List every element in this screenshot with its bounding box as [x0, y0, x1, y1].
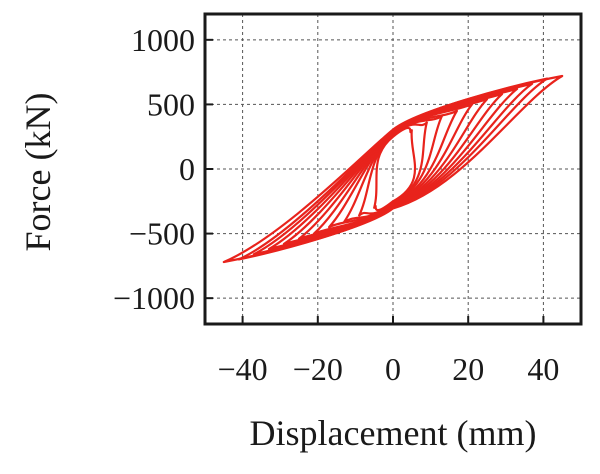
y-tick-label: 500 [147, 86, 195, 122]
grid-layer [205, 14, 581, 324]
hysteresis-loops [222, 74, 564, 264]
y-tick-label: 0 [179, 151, 195, 187]
y-tick-label: −500 [129, 216, 195, 252]
y-axis-label: Force (kN) [18, 93, 58, 252]
x-tick-label: 40 [527, 351, 559, 387]
x-tick-label: 20 [452, 351, 484, 387]
y-tick-label: 1000 [131, 22, 195, 58]
hysteresis-loop [222, 74, 564, 264]
x-axis-label: Displacement (mm) [250, 413, 537, 453]
x-tick-label: −20 [293, 351, 343, 387]
x-tick-label: 0 [385, 351, 401, 387]
ticks-layer: −40 −20 0 20 40 1000 500 0 −500 −1000 [113, 22, 559, 387]
y-tick-label: −1000 [113, 280, 195, 316]
x-tick-label: −40 [218, 351, 268, 387]
hysteresis-loop [373, 126, 417, 212]
